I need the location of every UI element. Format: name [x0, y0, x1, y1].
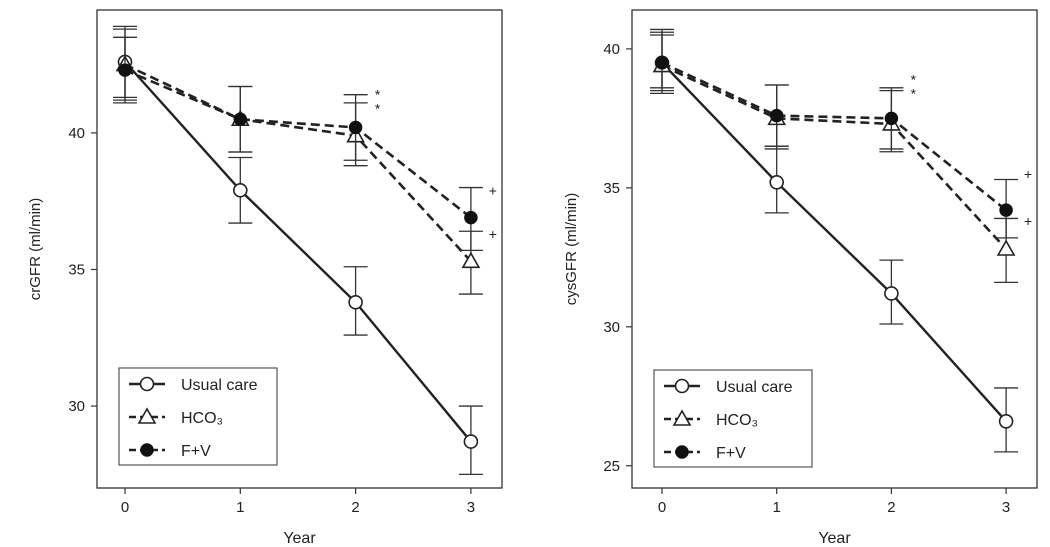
legend-item-usual-care: Usual care	[129, 376, 258, 394]
x-tick-label: 1	[773, 499, 781, 516]
data-point	[769, 108, 784, 123]
data-point	[884, 286, 899, 301]
legend-label: HCO₃	[716, 412, 758, 429]
legend-item-usual-care: Usual care	[664, 378, 793, 396]
x-tick-label: 3	[1002, 499, 1010, 516]
plot-frame	[631, 9, 1038, 489]
legend-item-fv: F+V	[129, 443, 211, 460]
series-fv	[650, 28, 1019, 239]
chart-panel-2: 0 1 2 3 25 30 35 40 Year cysGFR (ml/min) ** + + Usual…	[563, 9, 1038, 547]
legend-marker	[675, 445, 689, 459]
data-point	[998, 414, 1014, 429]
series-line	[124, 63, 472, 263]
data-point	[118, 63, 132, 77]
data-point	[463, 434, 479, 449]
legend-label: HCO₃	[181, 410, 223, 427]
x-tick-label: 3	[467, 499, 475, 516]
x-tick-label: 2	[351, 499, 359, 516]
x-tick-label: 0	[121, 499, 129, 516]
y-axis-label: crGFR (ml/min)	[27, 198, 44, 300]
data-point	[233, 112, 248, 127]
y-tick-label: 40	[603, 41, 620, 58]
x-tick-label: 0	[658, 499, 666, 516]
series-line	[661, 61, 1007, 212]
series-line	[661, 61, 1007, 423]
series-line	[661, 64, 1008, 250]
legend-marker	[137, 407, 157, 424]
data-point	[996, 239, 1016, 256]
y-tick-label: 30	[603, 319, 620, 336]
series-line	[124, 61, 472, 443]
legend-marker	[140, 443, 154, 457]
significance-marker: *	[911, 71, 917, 87]
y-tick-label: 30	[68, 398, 85, 415]
legend-item-hco3: HCO₃	[129, 407, 223, 427]
chart-panel-1: 0 1 2 3 30 35 40 Year crGFR (ml/min) ** + + Usual ca…	[27, 9, 503, 547]
series-hco3	[113, 36, 483, 295]
y-tick-label: 25	[603, 458, 620, 475]
legend-label: Usual care	[181, 377, 258, 394]
legend-marker	[139, 376, 155, 392]
legend-marker	[674, 378, 690, 394]
y-axis-label: cysGFR (ml/min)	[563, 193, 580, 306]
data-point	[233, 182, 248, 198]
significance-marker: *	[375, 87, 381, 103]
plot-frame	[96, 9, 503, 489]
x-axis-label: Year	[283, 530, 316, 547]
data-point	[999, 203, 1013, 217]
legend-item-fv: F+V	[664, 445, 746, 462]
y-tick-label: 35	[68, 261, 85, 278]
significance-marker: *	[375, 100, 381, 116]
y-tick-label: 40	[68, 125, 85, 142]
significance-marker: +	[1024, 166, 1032, 182]
y-tick-label: 35	[603, 180, 620, 197]
legend-marker	[672, 409, 692, 426]
significance-marker: *	[911, 85, 917, 101]
data-point	[769, 175, 785, 190]
data-point	[348, 120, 363, 135]
data-point	[348, 294, 363, 310]
legend-label: Usual care	[716, 379, 793, 396]
legend-label: F+V	[181, 443, 211, 460]
series-hco3	[650, 34, 1019, 283]
series-line	[124, 68, 472, 219]
series-fv	[113, 25, 483, 252]
data-point	[461, 251, 481, 269]
significance-marker: +	[489, 226, 497, 242]
significance-marker: +	[489, 182, 497, 198]
data-point	[884, 111, 899, 126]
x-tick-label: 1	[236, 499, 244, 516]
data-point	[655, 56, 669, 70]
significance-marker: +	[1024, 213, 1032, 229]
x-tick-label: 2	[887, 499, 895, 516]
data-point	[464, 210, 478, 225]
legend-item-hco3: HCO₃	[664, 409, 758, 429]
legend-label: F+V	[716, 445, 746, 462]
x-axis-label: Year	[818, 530, 851, 547]
